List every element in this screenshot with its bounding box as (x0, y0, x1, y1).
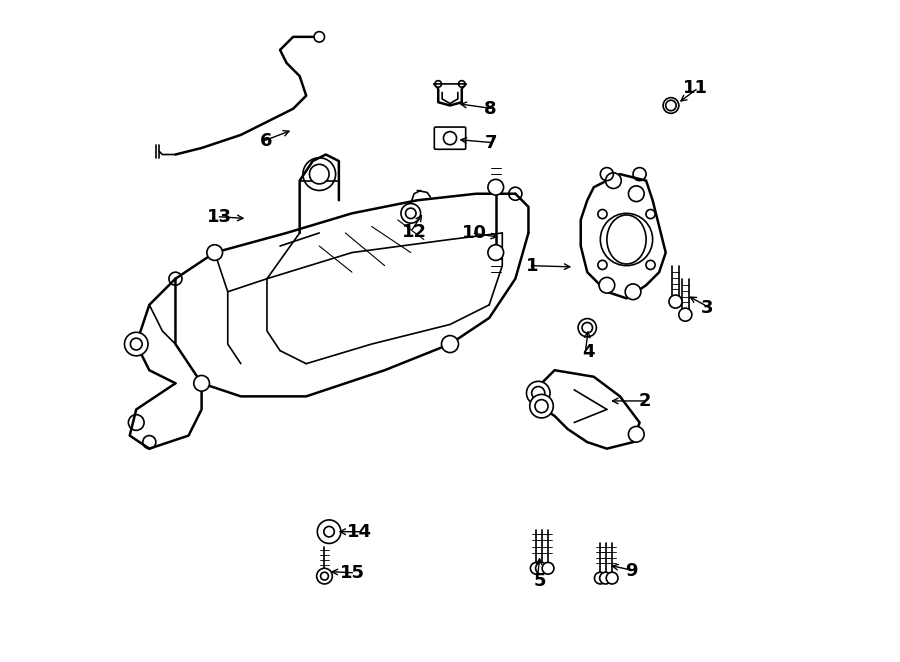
Circle shape (599, 277, 615, 293)
Circle shape (318, 520, 341, 544)
Circle shape (310, 164, 329, 184)
Circle shape (578, 318, 597, 337)
Circle shape (598, 209, 607, 218)
Text: 14: 14 (347, 523, 373, 541)
Text: 4: 4 (582, 343, 595, 361)
Text: 13: 13 (207, 208, 232, 226)
Circle shape (314, 32, 325, 42)
Circle shape (646, 209, 655, 218)
Circle shape (401, 203, 420, 223)
Text: 9: 9 (626, 562, 638, 580)
Text: 5: 5 (534, 572, 546, 590)
Circle shape (442, 336, 458, 353)
Circle shape (124, 332, 148, 356)
Text: 1: 1 (526, 257, 538, 275)
Circle shape (628, 186, 644, 201)
Polygon shape (580, 174, 666, 299)
Circle shape (317, 568, 332, 584)
Circle shape (595, 572, 607, 584)
Circle shape (536, 563, 547, 574)
Text: 7: 7 (484, 134, 497, 152)
Text: 11: 11 (682, 79, 707, 97)
Polygon shape (535, 370, 640, 449)
Circle shape (488, 245, 504, 260)
Circle shape (542, 563, 554, 574)
Circle shape (599, 572, 611, 584)
Text: 2: 2 (638, 392, 651, 410)
Text: 8: 8 (484, 100, 497, 118)
Circle shape (626, 284, 641, 300)
Text: 12: 12 (401, 222, 427, 241)
Circle shape (600, 213, 652, 265)
Circle shape (646, 260, 655, 269)
Circle shape (606, 173, 621, 189)
Circle shape (598, 260, 607, 269)
Text: 10: 10 (463, 224, 487, 242)
Circle shape (530, 563, 542, 574)
Circle shape (207, 245, 222, 260)
Circle shape (669, 295, 682, 308)
Circle shape (607, 572, 618, 584)
Circle shape (526, 381, 550, 405)
Circle shape (194, 375, 210, 391)
Circle shape (628, 426, 644, 442)
FancyBboxPatch shape (435, 127, 465, 149)
Circle shape (663, 97, 679, 113)
Text: 6: 6 (259, 132, 272, 150)
Circle shape (679, 308, 692, 321)
Text: 3: 3 (700, 299, 713, 317)
Circle shape (488, 179, 504, 195)
Text: 15: 15 (339, 564, 365, 582)
Circle shape (530, 395, 554, 418)
